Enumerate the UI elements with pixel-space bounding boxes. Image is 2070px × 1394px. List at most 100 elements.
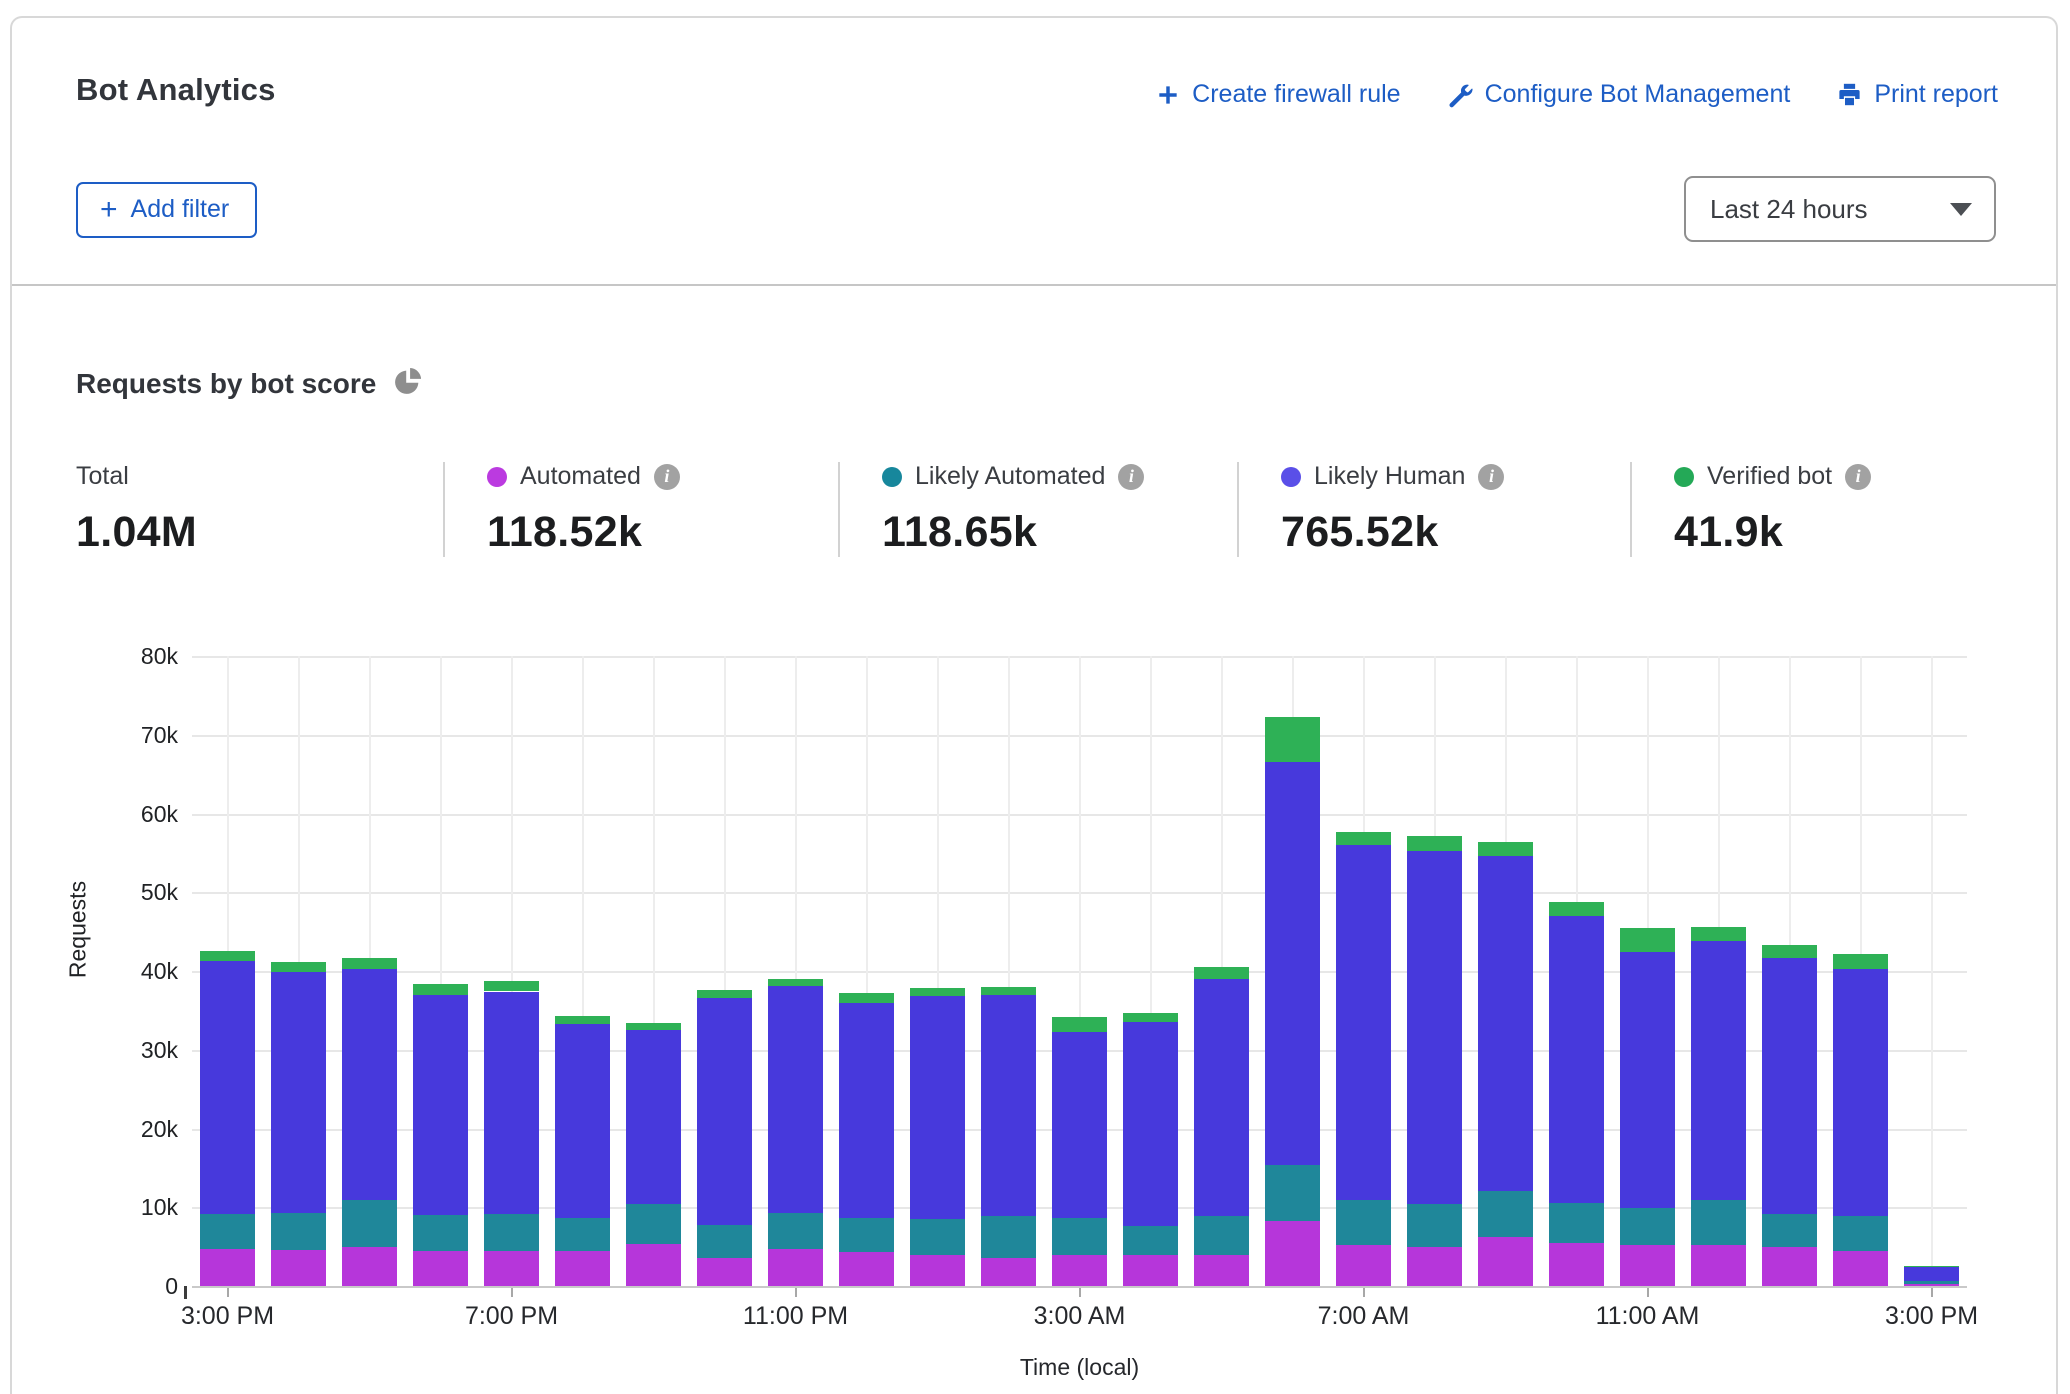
bar-segment-verified-bot[interactable] [839, 993, 894, 1003]
add-filter-button[interactable]: + Add filter [76, 182, 257, 238]
bar-segment-automated[interactable] [1123, 1255, 1178, 1286]
bar-segment-likely-automated[interactable] [271, 1213, 326, 1250]
bar-segment-verified-bot[interactable] [342, 958, 397, 969]
bar-segment-likely-automated[interactable] [1833, 1216, 1888, 1251]
bar-segment-verified-bot[interactable] [626, 1023, 681, 1030]
bar-segment-likely-human[interactable] [1265, 762, 1320, 1164]
bar-segment-verified-bot[interactable] [1123, 1013, 1178, 1022]
bar-segment-likely-human[interactable] [1052, 1032, 1107, 1217]
bar-segment-automated[interactable] [697, 1258, 752, 1286]
bar-segment-automated[interactable] [1904, 1284, 1959, 1286]
bar-segment-likely-human[interactable] [626, 1030, 681, 1204]
bar-segment-likely-automated[interactable] [484, 1214, 539, 1251]
bar-segment-likely-automated[interactable] [981, 1216, 1036, 1258]
info-icon[interactable]: i [1118, 464, 1144, 490]
bar-segment-likely-human[interactable] [1691, 941, 1746, 1200]
bar-segment-likely-human[interactable] [1123, 1022, 1178, 1226]
bar-segment-automated[interactable] [1762, 1247, 1817, 1286]
bar-segment-verified-bot[interactable] [1762, 945, 1817, 958]
bar-segment-automated[interactable] [484, 1251, 539, 1286]
bar-segment-likely-automated[interactable] [1904, 1281, 1959, 1284]
bar-segment-verified-bot[interactable] [1194, 967, 1249, 979]
bar-segment-likely-human[interactable] [1620, 952, 1675, 1208]
bar-segment-likely-automated[interactable] [1407, 1204, 1462, 1247]
bar-segment-likely-human[interactable] [1478, 856, 1533, 1191]
bar-segment-likely-automated[interactable] [342, 1200, 397, 1246]
bar-segment-verified-bot[interactable] [697, 990, 752, 998]
bar-segment-likely-automated[interactable] [1762, 1214, 1817, 1248]
bar-segment-verified-bot[interactable] [1265, 717, 1320, 762]
bar-segment-likely-human[interactable] [1833, 969, 1888, 1216]
bar-segment-automated[interactable] [1691, 1245, 1746, 1286]
bar-segment-verified-bot[interactable] [1407, 836, 1462, 851]
bar-segment-likely-automated[interactable] [555, 1218, 610, 1252]
bar-segment-automated[interactable] [413, 1251, 468, 1286]
bar-segment-likely-automated[interactable] [1265, 1165, 1320, 1221]
bar-segment-likely-automated[interactable] [1478, 1191, 1533, 1237]
bar-segment-likely-human[interactable] [981, 995, 1036, 1216]
bar-segment-likely-human[interactable] [484, 992, 539, 1214]
bar-segment-verified-bot[interactable] [555, 1016, 610, 1024]
bar-segment-automated[interactable] [555, 1251, 610, 1286]
bar-segment-automated[interactable] [271, 1250, 326, 1286]
bar-segment-automated[interactable] [1478, 1237, 1533, 1286]
bar-segment-verified-bot[interactable] [910, 988, 965, 997]
bar-segment-likely-human[interactable] [1549, 916, 1604, 1203]
bar-segment-automated[interactable] [768, 1249, 823, 1286]
bar-segment-automated[interactable] [1194, 1255, 1249, 1286]
bar-segment-likely-automated[interactable] [1123, 1226, 1178, 1255]
bar-segment-automated[interactable] [626, 1244, 681, 1286]
bar-segment-likely-automated[interactable] [1336, 1200, 1391, 1245]
bar-segment-verified-bot[interactable] [981, 987, 1036, 995]
bar-segment-verified-bot[interactable] [200, 951, 255, 960]
bar-segment-verified-bot[interactable] [1904, 1266, 1959, 1267]
bar-segment-likely-automated[interactable] [200, 1214, 255, 1249]
bar-segment-automated[interactable] [1833, 1251, 1888, 1286]
bar-segment-verified-bot[interactable] [1833, 954, 1888, 969]
bar-segment-likely-automated[interactable] [1620, 1208, 1675, 1245]
bar-segment-likely-human[interactable] [342, 969, 397, 1201]
create-firewall-rule-link[interactable]: Create firewall rule [1155, 80, 1400, 109]
bar-segment-likely-human[interactable] [839, 1003, 894, 1217]
bar-segment-likely-human[interactable] [768, 986, 823, 1213]
bar-segment-likely-automated[interactable] [626, 1204, 681, 1244]
bar-segment-likely-automated[interactable] [1052, 1218, 1107, 1255]
bar-segment-verified-bot[interactable] [1336, 832, 1391, 845]
time-range-select[interactable]: Last 24 hours [1684, 176, 1996, 242]
bar-segment-likely-human[interactable] [555, 1024, 610, 1218]
bar-segment-likely-automated[interactable] [839, 1218, 894, 1253]
bar-segment-likely-human[interactable] [1904, 1267, 1959, 1280]
bar-segment-automated[interactable] [342, 1247, 397, 1286]
bar-segment-verified-bot[interactable] [484, 981, 539, 991]
bar-segment-verified-bot[interactable] [1549, 902, 1604, 916]
bar-segment-likely-human[interactable] [1194, 979, 1249, 1216]
bar-segment-likely-human[interactable] [1762, 958, 1817, 1213]
bar-segment-likely-automated[interactable] [1194, 1216, 1249, 1255]
bar-segment-likely-automated[interactable] [697, 1225, 752, 1258]
bar-segment-likely-human[interactable] [271, 972, 326, 1213]
info-icon[interactable]: i [1478, 464, 1504, 490]
bar-segment-verified-bot[interactable] [1691, 927, 1746, 941]
bar-segment-likely-human[interactable] [910, 996, 965, 1219]
bar-segment-automated[interactable] [1052, 1255, 1107, 1287]
bar-segment-likely-human[interactable] [413, 995, 468, 1215]
bar-segment-likely-human[interactable] [1407, 851, 1462, 1205]
bar-segment-likely-automated[interactable] [1549, 1203, 1604, 1243]
bar-segment-automated[interactable] [1336, 1245, 1391, 1286]
bar-segment-automated[interactable] [200, 1249, 255, 1286]
bar-segment-verified-bot[interactable] [1478, 842, 1533, 856]
bar-segment-automated[interactable] [910, 1255, 965, 1287]
bar-segment-verified-bot[interactable] [271, 962, 326, 972]
bar-segment-verified-bot[interactable] [1620, 928, 1675, 952]
configure-bot-management-link[interactable]: Configure Bot Management [1447, 80, 1791, 109]
bar-segment-automated[interactable] [1265, 1221, 1320, 1286]
bar-segment-likely-human[interactable] [200, 961, 255, 1214]
bar-segment-verified-bot[interactable] [1052, 1017, 1107, 1032]
bar-segment-automated[interactable] [839, 1252, 894, 1286]
bar-segment-likely-automated[interactable] [910, 1219, 965, 1254]
bar-segment-verified-bot[interactable] [768, 979, 823, 986]
info-icon[interactable]: i [1845, 464, 1871, 490]
bar-segment-likely-human[interactable] [697, 998, 752, 1225]
bar-segment-likely-automated[interactable] [413, 1215, 468, 1251]
bar-segment-automated[interactable] [1549, 1243, 1604, 1286]
